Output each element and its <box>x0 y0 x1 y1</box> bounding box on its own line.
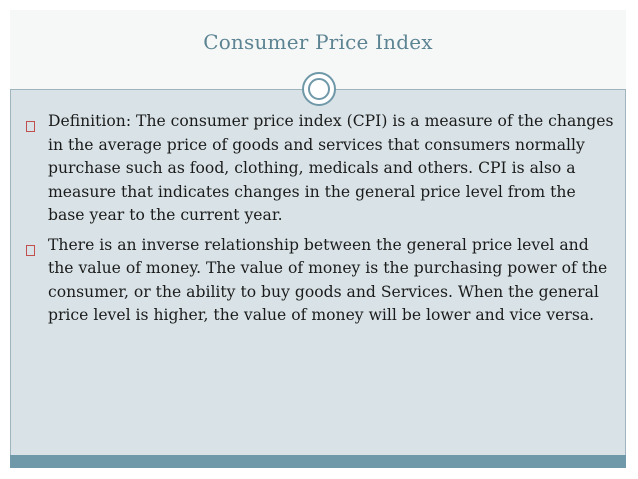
divider-ring-icon <box>302 72 336 106</box>
bullet-text: There is an inverse relationship between… <box>48 235 608 325</box>
bullet-item-definition: Definition: The consumer price index (CP… <box>22 110 614 228</box>
bullet-text: Definition: The consumer price index (CP… <box>48 112 614 224</box>
square-bullet-icon <box>26 121 35 132</box>
slide-title: Consumer Price Index <box>203 30 433 54</box>
square-bullet-icon <box>26 244 35 256</box>
bottom-accent-bar <box>10 455 626 468</box>
bullet-item-inverse-relationship: There is an inverse relationship between… <box>22 234 614 328</box>
bullet-list: Definition: The consumer price index (CP… <box>22 110 614 334</box>
